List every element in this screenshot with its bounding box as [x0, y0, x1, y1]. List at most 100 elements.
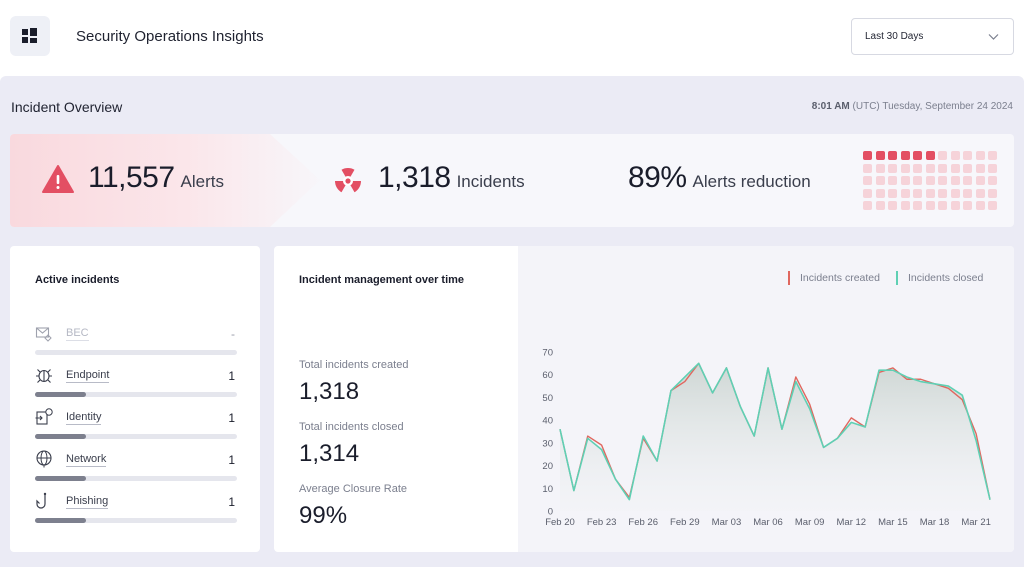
closed-series-line [559, 362, 991, 501]
identity-login-icon [35, 408, 53, 425]
reduction-dot [938, 163, 947, 173]
x-tick-label: Mar 12 [837, 517, 867, 528]
reduction-dot [875, 188, 885, 198]
reduction-dot [938, 176, 947, 185]
reduction-dot [925, 163, 935, 173]
timestamp: 8:01 AM (UTC) Tuesday, September 24 2024 [812, 101, 1013, 112]
reduction-dot [963, 188, 972, 198]
incidents-value: 1,318 [378, 161, 451, 194]
reduction-dot [925, 151, 935, 160]
y-tick-label: 50 [542, 393, 553, 404]
radiation-icon [334, 167, 362, 193]
legend-closed-swatch [896, 271, 898, 285]
incident-row-endpoint[interactable]: Endpoint 1 [35, 366, 237, 406]
reduction-label: Alerts reduction [692, 172, 811, 191]
reduction-dot [938, 188, 947, 198]
bug-icon [36, 369, 52, 383]
date-range-value: Last 30 Days [865, 31, 924, 42]
fishing-hook-icon [36, 492, 47, 509]
timestamp-time: 8:01 AM [811, 101, 850, 112]
reduction-dot [950, 201, 960, 210]
x-tick-label: Feb 20 [545, 517, 575, 528]
incident-count: 1 [228, 453, 235, 467]
alerts-value: 11,557 [88, 161, 175, 194]
reduction-dot [875, 176, 885, 185]
date-range-select[interactable]: Last 30 Days [851, 18, 1014, 55]
reduction-dot [888, 201, 897, 210]
x-tick-label: Mar 03 [712, 517, 742, 528]
chevron-down-icon [988, 34, 999, 40]
reduction-dot [950, 151, 960, 160]
main-panel: Incident Overview 8:01 AM (UTC) Tuesday,… [0, 76, 1024, 567]
x-tick-label: Mar 09 [795, 517, 825, 528]
incident-progress-fill [35, 518, 86, 523]
timestamp-rest: (UTC) Tuesday, September 24 2024 [852, 101, 1013, 112]
y-tick-label: 30 [542, 438, 553, 449]
y-tick-label: 60 [542, 370, 553, 381]
y-tick-label: 70 [542, 348, 553, 359]
reduction-dot [888, 188, 897, 198]
incident-row-identity[interactable]: Identity 1 [35, 408, 237, 448]
incident-row-phishing[interactable]: Phishing 1 [35, 492, 237, 532]
reduction-dot [975, 188, 985, 198]
grid-logo-icon[interactable] [10, 16, 50, 56]
top-bar: Security Operations Insights Last 30 Day… [0, 0, 1024, 76]
reduction-dot [938, 151, 947, 160]
reduction-dot [950, 176, 960, 185]
incidents-stat: 1,318 Incidents [378, 161, 525, 195]
reduction-dot [900, 151, 910, 160]
x-tick-label: Mar 21 [961, 517, 991, 528]
incident-name: Phishing [66, 495, 109, 509]
legend-created-swatch [788, 271, 790, 285]
x-tick-label: Mar 18 [920, 517, 950, 528]
incident-row-network[interactable]: Network 1 [35, 450, 237, 490]
reduction-dot [975, 163, 985, 173]
reduction-dot [913, 163, 922, 173]
reduction-dot [913, 151, 922, 160]
incident-count: 1 [228, 495, 235, 509]
incident-management-title: Incident management over time [299, 274, 465, 286]
reduction-dot [950, 163, 960, 173]
reduction-dot [925, 176, 935, 185]
incident-progress-fill [35, 392, 86, 397]
reduction-dot [875, 163, 885, 173]
reduction-dot [888, 151, 897, 160]
incident-progress-fill [35, 434, 86, 439]
x-tick-label: Feb 29 [670, 517, 700, 528]
legend-created-label: Incidents created [800, 272, 880, 284]
incident-name: BEC [66, 327, 89, 341]
incident-progress-track [35, 476, 237, 481]
reduction-dot [863, 188, 872, 198]
reduction-dot [913, 176, 922, 185]
reduction-dot [900, 163, 910, 173]
reduction-dot [875, 151, 885, 160]
reduction-dot [988, 176, 997, 185]
legend-closed[interactable]: Incidents closed [896, 271, 983, 285]
legend-created[interactable]: Incidents created [788, 271, 880, 285]
reduction-stat: 89% Alerts reduction [628, 161, 811, 195]
x-tick-label: Feb 23 [587, 517, 617, 528]
reduction-dot [900, 201, 910, 210]
kpi-closure-label: Average Closure Rate [299, 483, 408, 495]
reduction-dot [988, 188, 997, 198]
reduction-dot [925, 188, 935, 198]
closed-area [560, 363, 990, 511]
reduction-dot [975, 201, 985, 210]
kpi-closure-value: 99% [299, 502, 348, 529]
app-title: Security Operations Insights [76, 28, 264, 45]
incidents-line-chart: 0 10 20 30 40 50 60 70 Feb 20 Feb 23 Feb 26 Feb 29 M… [542, 348, 991, 529]
incident-count: - [231, 327, 235, 341]
active-incidents-card: Active incidents BEC - Endpoint 1 [10, 246, 260, 552]
overview-banner: 11,557 Alerts 1,318 Incidents 89% Alerts… [10, 134, 1014, 227]
reduction-dot [988, 201, 997, 210]
reduction-dot [950, 188, 960, 198]
reduction-dot [863, 151, 872, 160]
reduction-dot [888, 176, 897, 185]
incident-count: 1 [228, 411, 235, 425]
kpi-created-value: 1,318 [299, 378, 360, 405]
incident-row-bec[interactable]: BEC - [35, 324, 237, 364]
incident-progress-track [35, 518, 237, 523]
alerts-label: Alerts [180, 172, 224, 191]
warning-triangle-icon [42, 165, 74, 193]
reduction-dot [900, 188, 910, 198]
